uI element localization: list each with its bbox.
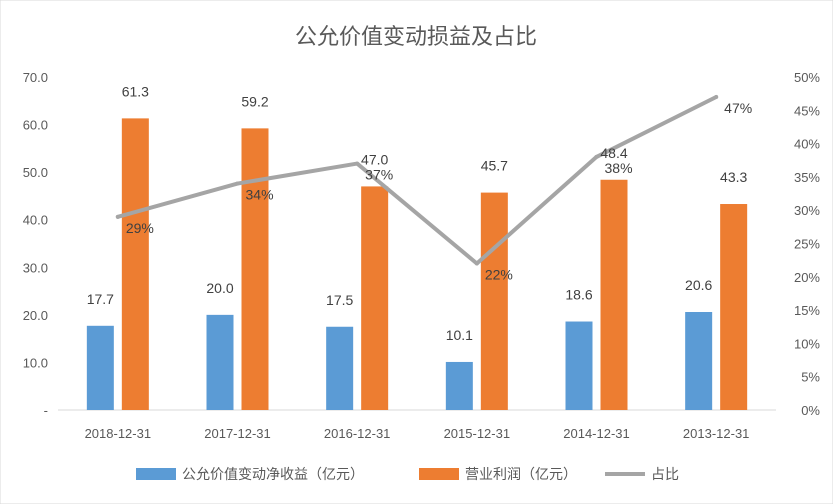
- bar-data-label: 17.5: [326, 292, 353, 308]
- fair-value-bar: [565, 321, 593, 410]
- bars: [86, 118, 748, 410]
- legend-swatch-operating-profit: [419, 468, 459, 480]
- bar-data-label: 20.0: [206, 280, 233, 296]
- x-axis-tick-label: 2017-12-31: [204, 426, 271, 441]
- legend-label: 公允价值变动净收益（亿元）: [182, 467, 364, 483]
- data-labels: 17.7 20.0 17.5 10.1 18.6 20.6 61.3 59.2 47.0 45.7…: [87, 83, 752, 343]
- fair-value-bar: [86, 325, 114, 410]
- left-axis-tick-label: 10.0: [23, 355, 48, 370]
- ratio-point: [235, 181, 240, 186]
- left-axis-tick-label: 20.0: [23, 308, 48, 323]
- bar-data-label: 17.7: [87, 291, 114, 307]
- x-axis-tick-label: 2015-12-31: [444, 426, 511, 441]
- bar-data-label: 59.2: [241, 93, 268, 109]
- right-axis-tick-label: 15%: [794, 303, 820, 318]
- bar-data-label: 20.6: [685, 277, 712, 293]
- fair-value-bar: [326, 326, 354, 410]
- ratio-data-label: 38%: [605, 160, 633, 176]
- operating-profit-bar: [121, 118, 149, 410]
- ratio-data-label: 29%: [126, 220, 154, 236]
- bar-data-label: 43.3: [720, 169, 747, 185]
- right-axis: 0% 5% 10% 15% 20% 25% 30% 35% 40% 45% 50%: [794, 70, 820, 418]
- ratio-data-label: 34%: [246, 187, 274, 203]
- x-axis-tick-label: 2013-12-31: [683, 426, 750, 441]
- x-axis-tick-label: 2014-12-31: [563, 426, 630, 441]
- bar-data-label: 47.0: [361, 151, 388, 167]
- x-axis: 2018-12-31 2017-12-31 2016-12-31 2015-12-31…: [85, 426, 750, 441]
- bar-data-label: 18.6: [565, 287, 592, 303]
- fair-value-bar: [206, 314, 234, 410]
- operating-profit-bar: [480, 192, 508, 410]
- left-axis-tick-label: 60.0: [23, 118, 48, 133]
- ratio-point: [594, 154, 599, 159]
- ratio-point: [355, 161, 360, 166]
- left-axis-tick-label: 50.0: [23, 165, 48, 180]
- bar-data-label: 48.4: [600, 145, 627, 161]
- x-axis-tick-label: 2016-12-31: [324, 426, 391, 441]
- left-axis-tick-label: 30.0: [23, 260, 48, 275]
- ratio-point: [714, 94, 719, 99]
- bar-data-label: 61.3: [122, 83, 149, 99]
- operating-profit-bar: [241, 128, 269, 410]
- right-axis-tick-label: 10%: [794, 336, 820, 351]
- right-axis-tick-label: 0%: [801, 403, 820, 418]
- legend: 公允价值变动净收益（亿元） 营业利润（亿元） 占比: [136, 467, 679, 483]
- operating-profit-bar: [361, 186, 389, 410]
- right-axis-tick-label: 25%: [794, 237, 820, 252]
- legend-label: 营业利润（亿元）: [465, 467, 577, 483]
- operating-profit-bar: [720, 204, 748, 410]
- right-axis-tick-label: 50%: [794, 70, 820, 85]
- left-axis-tick-label: 70.0: [23, 70, 48, 85]
- right-axis-tick-label: 5%: [801, 370, 820, 385]
- fair-value-bar: [685, 312, 713, 410]
- ratio-data-label: 22%: [485, 266, 513, 282]
- operating-profit-bar: [600, 179, 628, 410]
- fair-value-bar: [445, 361, 473, 410]
- ratio-point: [474, 261, 479, 266]
- right-axis-tick-label: 35%: [794, 170, 820, 185]
- ratio-line: [115, 94, 719, 266]
- left-axis-tick-label: 40.0: [23, 213, 48, 228]
- chart-title: 公允价值变动损益及占比: [295, 25, 537, 50]
- bar-data-label: 45.7: [481, 158, 508, 174]
- ratio-data-label: 47%: [724, 100, 752, 116]
- ratio-data-label: 37%: [365, 167, 393, 183]
- ratio-line-path: [115, 94, 719, 266]
- x-axis-tick-label: 2018-12-31: [85, 426, 152, 441]
- right-axis-tick-label: 45%: [794, 103, 820, 118]
- bar-data-label: 10.1: [446, 327, 473, 343]
- legend-label: 占比: [651, 467, 679, 483]
- right-axis-tick-label: 20%: [794, 270, 820, 285]
- right-axis-tick-label: 30%: [794, 203, 820, 218]
- left-axis-tick-label: -: [44, 403, 48, 418]
- right-axis-tick-label: 40%: [794, 137, 820, 152]
- legend-swatch-fair-value: [136, 468, 176, 480]
- left-axis: - 10.0 20.0 30.0 40.0 50.0 60.0 70.0: [23, 70, 48, 418]
- ratio-point: [115, 214, 120, 219]
